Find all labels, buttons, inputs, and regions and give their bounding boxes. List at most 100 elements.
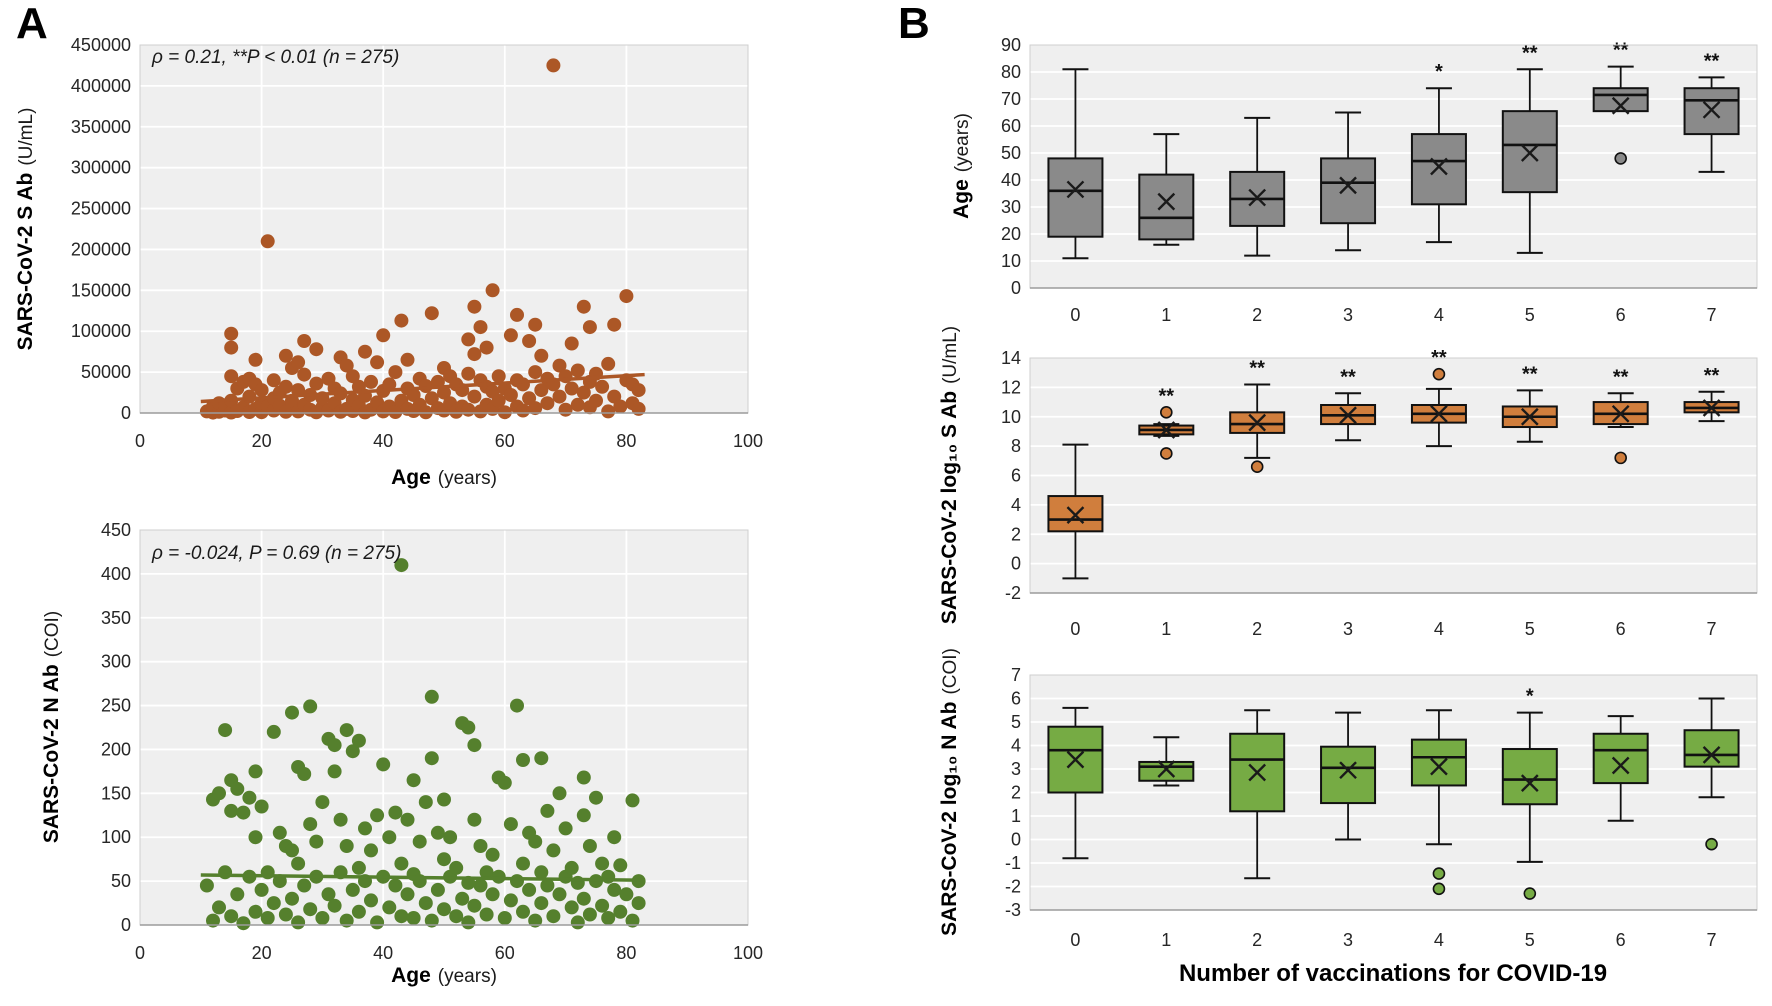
box (1320, 157, 1377, 225)
scatter-point (297, 334, 312, 348)
scatter-point (534, 383, 549, 398)
scatter-point (437, 385, 451, 400)
scatter-point (394, 909, 409, 924)
y-tick-label: 7 (1011, 665, 1021, 685)
scatter-point (497, 911, 512, 925)
scatter-point (558, 402, 573, 417)
box-group: ** (1683, 50, 1740, 173)
box-group: ** (1501, 363, 1558, 443)
y-tick-label: 12 (1001, 377, 1021, 397)
scatter-point (461, 402, 476, 417)
y-tick-label: 6 (1011, 466, 1021, 486)
box-group (1410, 709, 1467, 896)
scatter-point (516, 856, 530, 871)
scatter-point (522, 882, 537, 897)
plot-area (140, 45, 748, 413)
scatter-point (601, 356, 616, 371)
scatter-point (327, 738, 342, 753)
x-tick-label: 6 (1616, 930, 1626, 950)
scatter-point (485, 847, 500, 862)
scatter-point (248, 764, 263, 779)
scatter-point (242, 790, 257, 805)
scatter-point (631, 383, 646, 398)
scatter-point (461, 332, 476, 347)
box-group (1047, 68, 1104, 260)
scatter-point (467, 389, 482, 404)
box-group (1229, 709, 1286, 880)
scatter-point (467, 738, 482, 753)
scatter-point (315, 795, 330, 810)
scatter-point (491, 369, 506, 384)
mean-marker (1702, 100, 1721, 119)
y-tick-label: 300 (101, 652, 131, 672)
scatter-point (388, 365, 403, 380)
scatter-point (546, 909, 561, 924)
scatter-point (376, 757, 391, 772)
scatter-point (303, 817, 318, 832)
outlier-point (1160, 406, 1173, 419)
scatter-point (552, 887, 567, 902)
scatter-point (540, 878, 555, 893)
significance-mark: ** (1704, 50, 1720, 72)
scatter-point (528, 834, 543, 849)
scatter-point (558, 821, 573, 836)
x-tick-label: 0 (135, 431, 145, 451)
x-axis-title-text: Age (391, 964, 431, 987)
y-axis-title-unit: (U/mL) (940, 325, 961, 384)
scatter-point (607, 882, 622, 897)
scatter-point (607, 317, 622, 332)
significance-mark: ** (1249, 357, 1265, 379)
y-axis-title-unit: (years) (952, 113, 973, 173)
outlier-point (1705, 837, 1718, 851)
scatter-point (230, 781, 245, 796)
y-tick-label: 450 (101, 520, 131, 540)
scatter-point (248, 904, 263, 919)
scatter-point (230, 887, 245, 902)
scatter-point (516, 904, 530, 919)
y-tick-label: 0 (1011, 278, 1021, 298)
scatter-point (297, 767, 312, 781)
scatter-point (291, 355, 306, 370)
x-tick-label: 40 (373, 431, 393, 451)
scatter-point (212, 900, 226, 915)
box-group: ** (1410, 347, 1467, 448)
box (1138, 173, 1195, 241)
scatter-point (297, 367, 312, 382)
box (1683, 729, 1740, 768)
plot-area (1030, 45, 1757, 288)
y-axis-title-age-box: Age (years) (950, 113, 974, 219)
scatter-point (503, 328, 518, 343)
scatter-point (564, 900, 579, 915)
scatter-point (327, 898, 342, 913)
mean-marker (1430, 157, 1448, 176)
y-tick-label: 2 (1011, 524, 1021, 544)
x-tick-label: 2 (1252, 305, 1262, 325)
scatter-point (479, 865, 494, 880)
x-tick-label: 60 (495, 943, 515, 963)
scatter-point (485, 887, 500, 902)
scatter-point (576, 385, 591, 400)
scatter-point (266, 896, 281, 911)
scatter-point (364, 843, 378, 858)
scatter-point (534, 896, 549, 911)
scatter-point (400, 352, 415, 367)
scatter-point (528, 317, 543, 332)
y-tick-label: 70 (1001, 89, 1021, 109)
scatter-point (260, 911, 275, 925)
scatter-point (278, 379, 293, 394)
scatter-point (449, 909, 464, 924)
scatter-point (607, 830, 622, 845)
scatter-point (437, 902, 451, 917)
y-axis-title-text: SARS-CoV-2 N Ab (40, 664, 63, 844)
trend-line (200, 873, 645, 882)
scatter-point (351, 733, 366, 748)
scatter-point (388, 878, 403, 893)
scatter-point (212, 786, 226, 801)
scatter-point (254, 799, 269, 814)
scatter-point (619, 887, 634, 902)
mean-marker (1520, 144, 1539, 162)
scatter-point (199, 878, 214, 893)
scatter-point (625, 913, 640, 928)
scatter-point (382, 830, 397, 845)
